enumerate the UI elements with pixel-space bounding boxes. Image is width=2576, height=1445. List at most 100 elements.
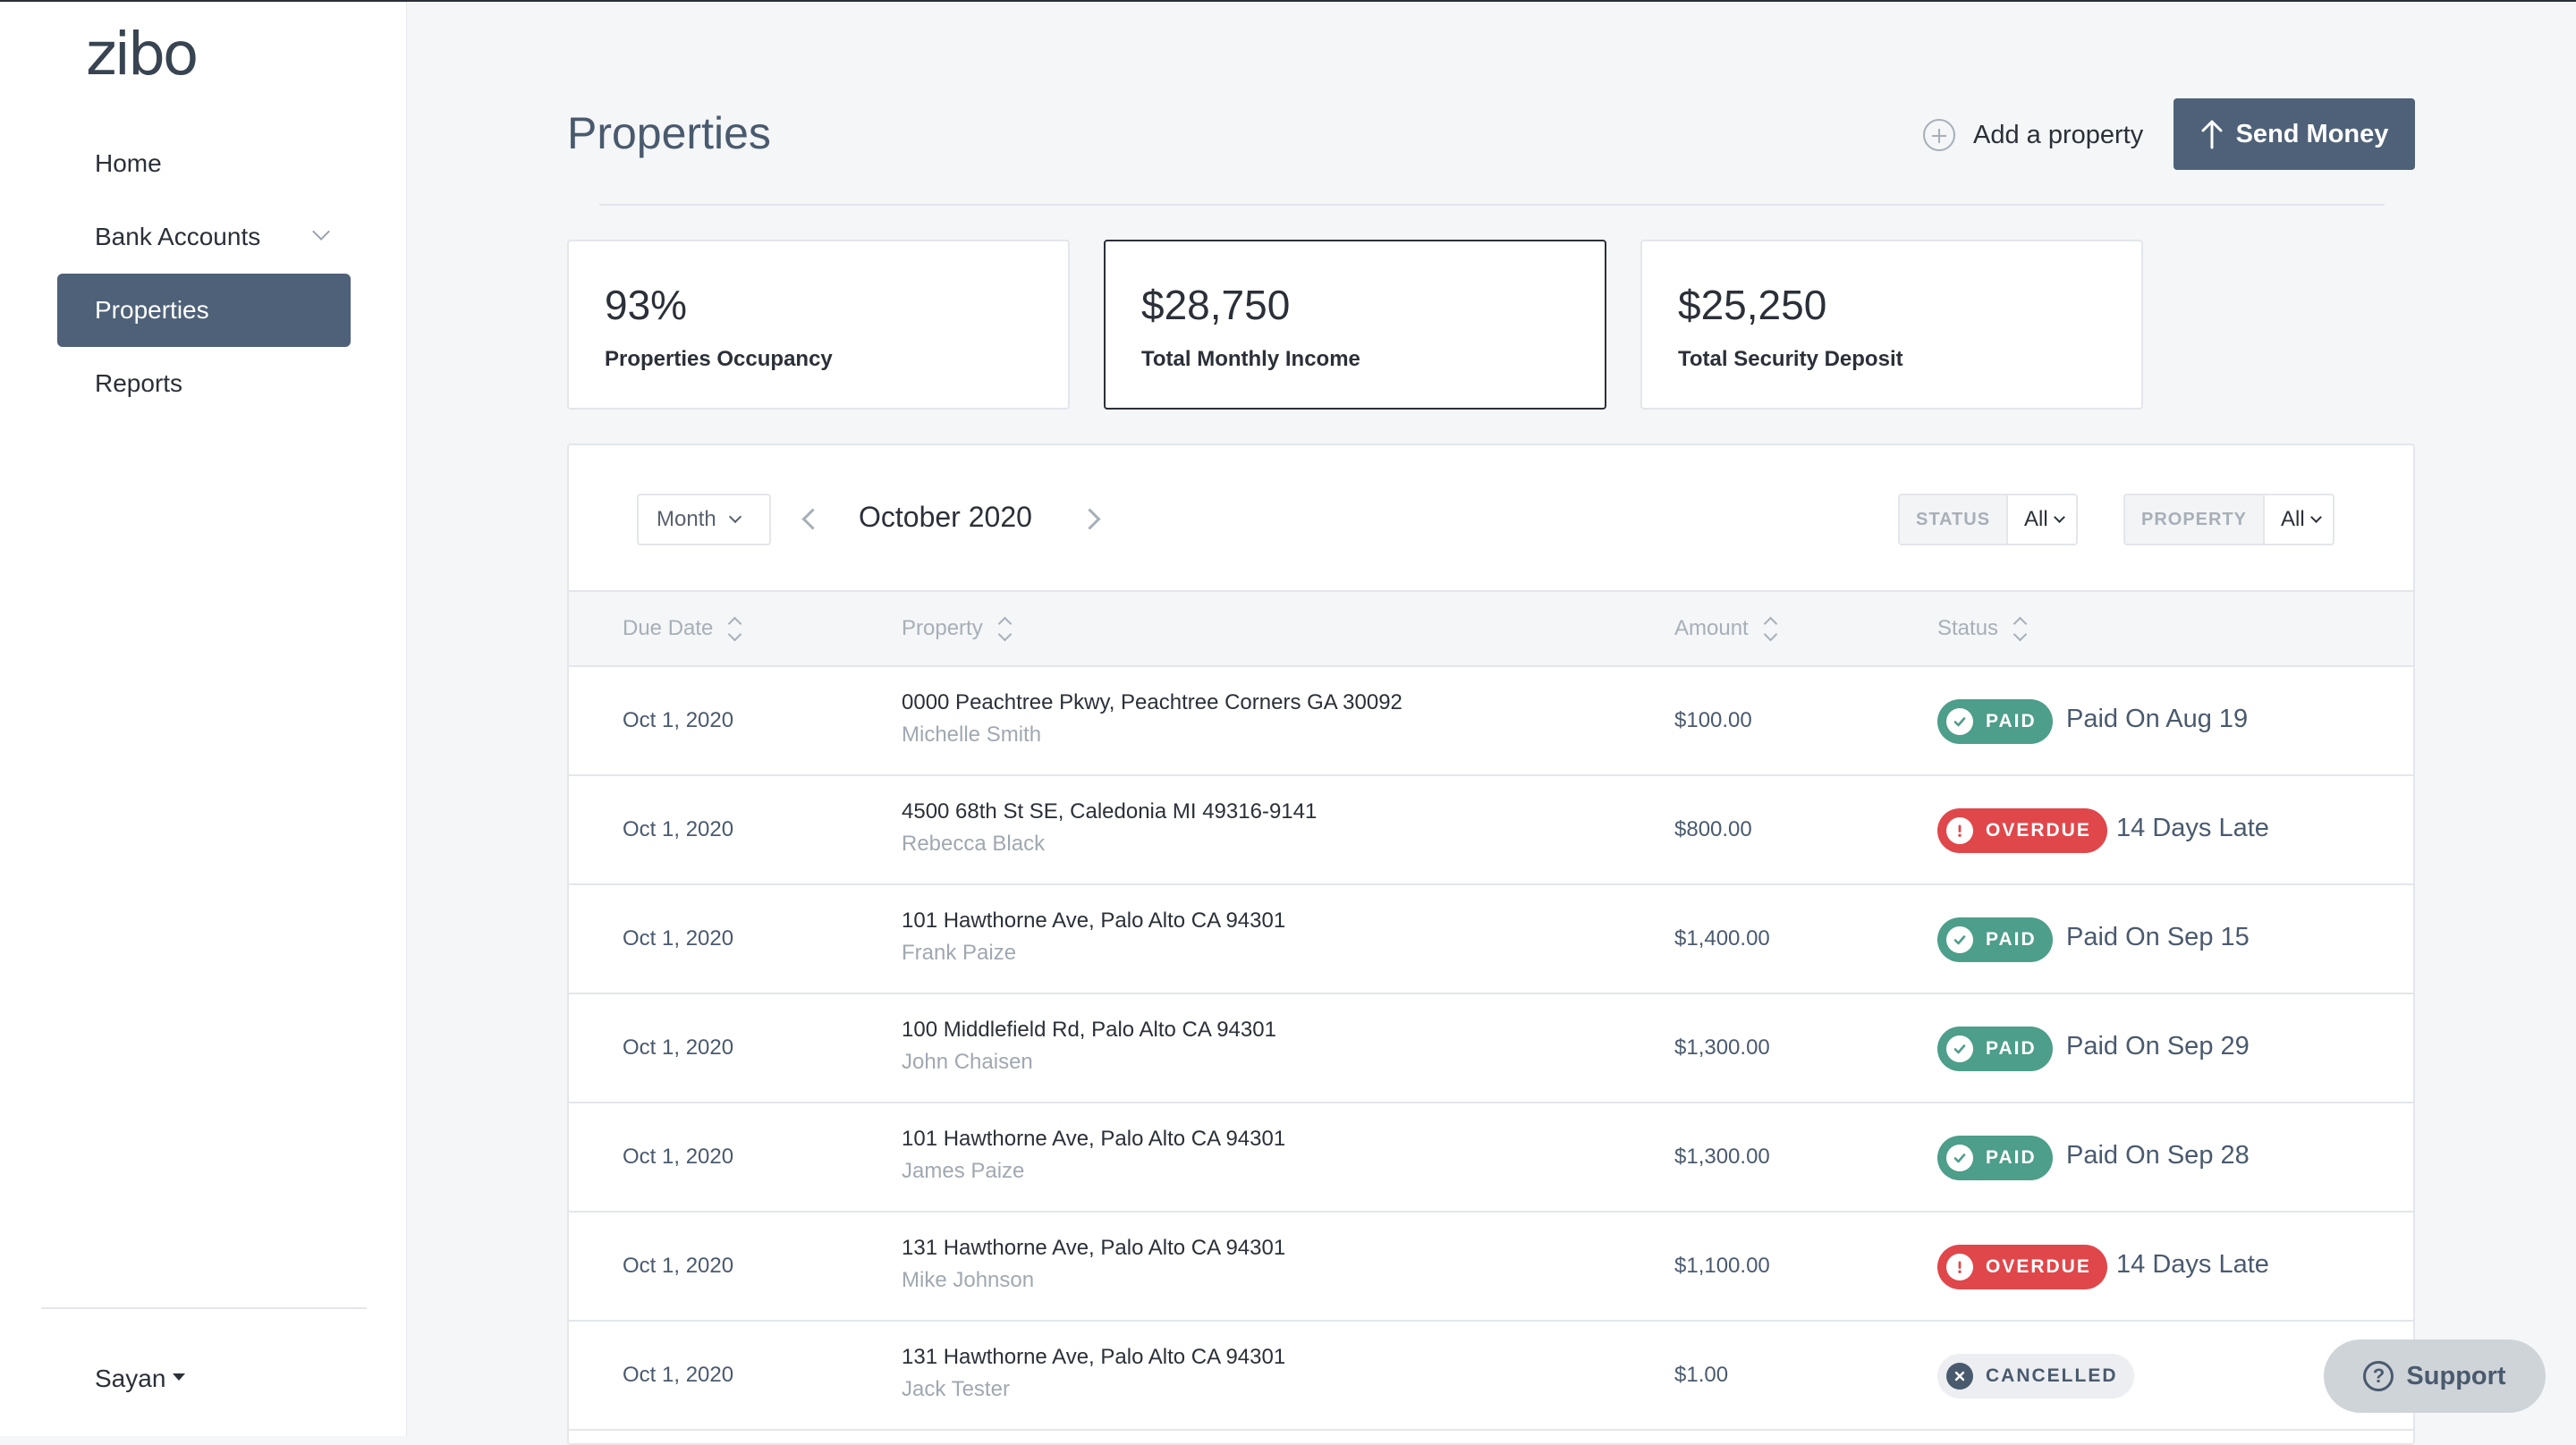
sidebar-item-bank-accounts[interactable]: Bank Accounts	[57, 200, 351, 274]
header-divider	[599, 204, 2385, 206]
table-row[interactable]: Oct 1, 2020 101 Hawthorne Ave, Palo Alto…	[569, 1103, 2413, 1213]
sort-icon	[1763, 615, 1777, 642]
chevron-down-icon[interactable]	[312, 223, 330, 241]
exclamation-circle-icon	[1946, 1254, 1973, 1280]
send-money-button[interactable]: Send Money	[2174, 98, 2415, 170]
sidebar-item-home[interactable]: Home	[57, 127, 351, 200]
property-address: 101 Hawthorne Ave, Palo Alto CA 94301	[902, 908, 1286, 933]
support-label: Support	[2406, 1361, 2506, 1390]
sidebar-item-label: Home	[95, 149, 162, 177]
sidebar-item-reports[interactable]: Reports	[57, 347, 351, 420]
due-date: Oct 1, 2020	[623, 1035, 734, 1060]
property-filter[interactable]: PROPERTY All	[2123, 494, 2334, 545]
amount: $1,300.00	[1674, 1145, 1770, 1169]
property-address: 131 Hawthorne Ave, Palo Alto CA 94301	[902, 1236, 1286, 1260]
sort-icon	[2012, 615, 2027, 642]
sort-icon	[727, 615, 741, 642]
chevron-down-icon	[728, 510, 741, 524]
property-filter-value: All	[2281, 507, 2305, 531]
due-date: Oct 1, 2020	[623, 1145, 734, 1169]
stat-value: 93%	[605, 282, 688, 328]
sidebar-item-properties[interactable]: Properties	[57, 274, 351, 347]
next-period-icon[interactable]	[1079, 508, 1101, 530]
app-logo[interactable]: zibo	[86, 20, 199, 89]
stat-card-monthly-income[interactable]: $28,750 Total Monthly Income	[1104, 240, 1606, 410]
status-badge-label: OVERDUE	[1986, 1256, 2091, 1277]
tenant-name: John Chaisen	[902, 1050, 1033, 1074]
check-circle-icon	[1946, 708, 1973, 735]
check-circle-icon	[1946, 926, 1973, 953]
tenant-name: James Paize	[902, 1159, 1025, 1183]
column-header-property[interactable]: Property	[902, 615, 1012, 642]
status-note: 14 Days Late	[2116, 814, 2269, 842]
caret-down-icon	[173, 1373, 186, 1381]
due-date: Oct 1, 2020	[623, 708, 734, 732]
due-date: Oct 1, 2020	[623, 817, 734, 841]
table-row[interactable]: Oct 1, 2020 4500 68th St SE, Caledonia M…	[569, 776, 2413, 885]
payments-panel: Month October 2020 STATUS All PROPERTY A…	[567, 444, 2415, 1445]
user-name: Sayan	[95, 1365, 166, 1392]
status-note: Paid On Sep 28	[2066, 1141, 2250, 1170]
chevron-down-icon	[2053, 511, 2065, 523]
amount: $100.00	[1674, 708, 1752, 732]
table-row[interactable]: Oct 1, 2020 0000 Peachtree Pkwy, Peachtr…	[569, 667, 2413, 776]
table-row[interactable]: Oct 1, 2020 100 Middlefield Rd, Palo Alt…	[569, 994, 2413, 1103]
stat-label: Total Security Deposit	[1678, 347, 1903, 371]
status-badge-label: PAID	[1986, 711, 2037, 731]
column-header-amount[interactable]: Amount	[1674, 615, 1777, 642]
status-filter-key: STATUS	[1900, 495, 2009, 544]
user-menu[interactable]: Sayan	[95, 1365, 186, 1393]
status-badge-label: CANCELLED	[1986, 1365, 2118, 1386]
column-header-label: Due Date	[623, 616, 714, 640]
table-row[interactable]: Oct 1, 2020 101 Hawthorne Ave, Palo Alto…	[569, 885, 2413, 994]
period-type-value: Month	[657, 507, 716, 531]
column-header-status[interactable]: Status	[1937, 615, 2027, 642]
status-note: 14 Days Late	[2116, 1250, 2269, 1279]
amount: $1,400.00	[1674, 926, 1770, 951]
previous-period-icon[interactable]	[801, 508, 824, 530]
add-property-button[interactable]: Add a property	[1923, 114, 2143, 156]
property-address: 100 Middlefield Rd, Palo Alto CA 94301	[902, 1018, 1276, 1042]
status-badge: OVERDUE	[1937, 1245, 2107, 1289]
amount: $1.00	[1674, 1363, 1729, 1387]
add-property-label: Add a property	[1973, 120, 2144, 149]
status-filter[interactable]: STATUS All	[1898, 494, 2078, 545]
page-title: Properties	[567, 108, 771, 158]
check-circle-icon	[1946, 1145, 1973, 1171]
tenant-name: Mike Johnson	[902, 1268, 1035, 1292]
send-money-label: Send Money	[2235, 119, 2389, 148]
table-row[interactable]: Oct 1, 2020 131 Hawthorne Ave, Palo Alto…	[569, 1322, 2413, 1431]
property-address: 4500 68th St SE, Caledonia MI 49316-9141	[902, 799, 1318, 824]
amount: $1,300.00	[1674, 1035, 1770, 1060]
column-header-due-date[interactable]: Due Date	[623, 615, 741, 642]
current-period: October 2020	[859, 501, 1032, 533]
due-date: Oct 1, 2020	[623, 926, 734, 951]
column-header-label: Status	[1937, 616, 1999, 640]
table-header: Due Date Property Amount Status	[569, 590, 2413, 667]
status-note: Paid On Sep 29	[2066, 1032, 2250, 1061]
column-header-label: Property	[902, 616, 983, 640]
stat-card-occupancy[interactable]: 93% Properties Occupancy	[567, 240, 1070, 410]
tenant-name: Michelle Smith	[902, 722, 1042, 747]
chevron-down-icon	[2309, 511, 2322, 523]
status-badge: CANCELLED	[1937, 1354, 2134, 1399]
sidebar-divider	[41, 1307, 367, 1309]
due-date: Oct 1, 2020	[623, 1254, 734, 1278]
stat-card-security-deposit[interactable]: $25,250 Total Security Deposit	[1640, 240, 2143, 410]
status-badge-label: OVERDUE	[1986, 820, 2091, 841]
check-circle-icon	[1946, 1035, 1973, 1062]
sort-icon	[997, 615, 1012, 642]
sidebar: zibo Home Bank Accounts Properties Repor…	[0, 2, 407, 1436]
status-badge: OVERDUE	[1937, 808, 2107, 853]
table-row[interactable]: Oct 1, 2020 131 Hawthorne Ave, Palo Alto…	[569, 1213, 2413, 1322]
support-button[interactable]: ? Support	[2324, 1339, 2546, 1413]
tenant-name: Jack Tester	[902, 1377, 1010, 1401]
sidebar-item-label: Properties	[95, 296, 209, 324]
status-badge-label: PAID	[1986, 1147, 2037, 1168]
status-badge-label: PAID	[1986, 929, 2037, 950]
window-top-border	[0, 0, 2576, 2]
period-type-select[interactable]: Month	[637, 494, 771, 545]
status-badge-label: PAID	[1986, 1038, 2037, 1059]
due-date: Oct 1, 2020	[623, 1363, 734, 1387]
amount: $800.00	[1674, 817, 1752, 841]
